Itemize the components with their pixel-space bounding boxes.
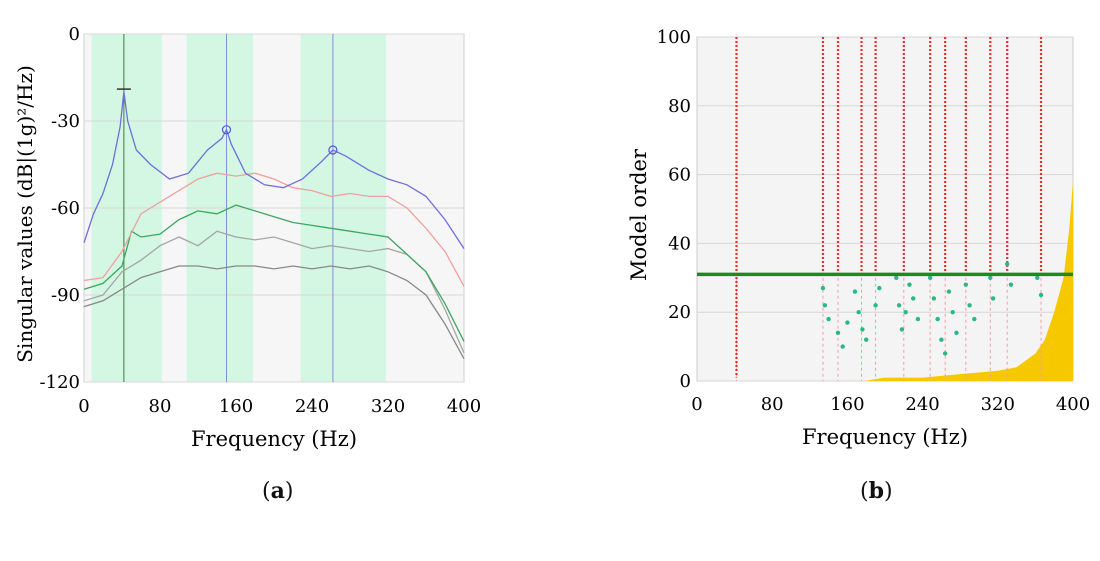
x-tick-label-a: 0 xyxy=(78,396,89,417)
series-line-sv1 xyxy=(83,91,465,249)
unstable-pole xyxy=(899,327,905,332)
y-tick-label-b: 0 xyxy=(680,371,691,392)
unstable-pole xyxy=(988,275,993,280)
unstable-pole xyxy=(990,296,996,301)
panel-b: 0 80 160 240 320 400 0 20 40 60 80 100 Frequency (Hz… xyxy=(560,0,1100,561)
series-line-sv5 xyxy=(83,265,465,360)
unstable-pole xyxy=(826,316,831,322)
caption-a-letter: a xyxy=(270,478,285,504)
caption-b-close: ) xyxy=(883,479,893,504)
caption-a: (a) xyxy=(262,478,293,504)
y-axis-label-a: Singular values (dB|(1g)²/Hz) xyxy=(13,65,38,363)
panel-a: 0 80 160 240 320 400 0 -30 -60 -90 -120 Frequency (… xyxy=(13,24,481,504)
unstable-pole xyxy=(860,327,865,332)
x-tick-label-b: 400 xyxy=(1056,394,1090,415)
unstable-pole xyxy=(894,275,899,280)
y-tick-label-b: 60 xyxy=(668,165,691,186)
unstable-pole xyxy=(822,303,828,308)
x-tick-label-b: 0 xyxy=(691,394,702,415)
y-axis-label-b: Model order xyxy=(627,148,651,281)
unstable-pole xyxy=(950,310,955,315)
x-tick-label-a: 240 xyxy=(295,396,329,417)
unstable-pole xyxy=(935,316,940,322)
unstable-pole xyxy=(852,289,858,294)
unstable-pole xyxy=(845,320,850,325)
peak-marker-2 xyxy=(328,145,338,155)
y-tick-label-a: -30 xyxy=(51,111,80,132)
y-tick-label-b: 100 xyxy=(657,27,691,48)
x-tick-label-b: 240 xyxy=(905,394,939,415)
x-tick-label-a: 80 xyxy=(149,396,172,417)
x-tick-label-b: 160 xyxy=(830,394,864,415)
unstable-pole xyxy=(877,285,882,291)
unstable-pole xyxy=(942,351,948,356)
chart-a-svg: 0 80 160 240 320 400 0 -30 -60 -90 -120 Frequency (… xyxy=(13,24,481,451)
y-tick-label-a: 0 xyxy=(69,24,80,45)
unstable-pole xyxy=(963,282,969,287)
unstable-pole xyxy=(927,275,933,280)
x-tick-label-a: 400 xyxy=(447,396,481,417)
unstable-pole xyxy=(896,303,902,308)
unstable-pole xyxy=(911,296,916,301)
unstable-pole xyxy=(939,337,944,342)
y-tick-label-b: 20 xyxy=(668,302,691,323)
x-tick-label-b: 80 xyxy=(761,394,784,415)
x-tick-label-a: 320 xyxy=(371,396,405,417)
unstable-pole xyxy=(820,285,826,291)
caption-b-letter: b xyxy=(868,478,884,504)
chart-b-svg: 0 80 160 240 320 400 0 20 40 60 80 100 Frequency (Hz… xyxy=(627,27,1090,449)
unstable-pole xyxy=(856,310,861,315)
y-tick-label-a: -90 xyxy=(51,285,80,306)
y-tick-label-a: -120 xyxy=(40,372,80,393)
unstable-pole xyxy=(1035,275,1040,280)
plot-area-b xyxy=(696,36,1074,382)
unstable-pole xyxy=(946,289,952,294)
unstable-pole xyxy=(835,330,841,336)
series-line-sv2 xyxy=(83,172,465,287)
unstable-pole xyxy=(967,303,972,308)
unstable-pole xyxy=(1038,292,1044,298)
unstable-pole xyxy=(864,337,869,342)
y-tick-label-b: 80 xyxy=(668,96,691,117)
caption-a-open: ( xyxy=(262,479,271,504)
unstable-pole xyxy=(954,330,959,336)
x-tick-label-b: 320 xyxy=(981,394,1015,415)
caption-a-close: ) xyxy=(284,479,294,504)
y-tick-label-a: -60 xyxy=(51,198,80,219)
unstable-pole xyxy=(840,344,845,349)
count-histogram-fill xyxy=(864,181,1073,381)
x-tick-label-a: 160 xyxy=(219,396,253,417)
caption-b: (b) xyxy=(860,478,893,504)
caption-b-open: ( xyxy=(860,479,869,504)
unstable-pole xyxy=(907,282,912,287)
unstable-pole xyxy=(915,316,921,322)
unstable-pole xyxy=(1005,261,1010,267)
x-axis-label-a: Frequency (Hz) xyxy=(191,427,357,451)
unstable-pole xyxy=(972,316,977,322)
y-tick-label-b: 40 xyxy=(668,233,691,254)
unstable-pole xyxy=(931,296,937,301)
series-line-sv3 xyxy=(83,204,465,342)
unstable-pole xyxy=(873,303,878,308)
series-line-sv4 xyxy=(83,230,465,354)
unstable-pole xyxy=(1008,282,1014,287)
x-axis-label-b: Frequency (Hz) xyxy=(802,425,968,449)
unstable-pole xyxy=(903,310,908,315)
peak-marker-1 xyxy=(221,125,232,135)
